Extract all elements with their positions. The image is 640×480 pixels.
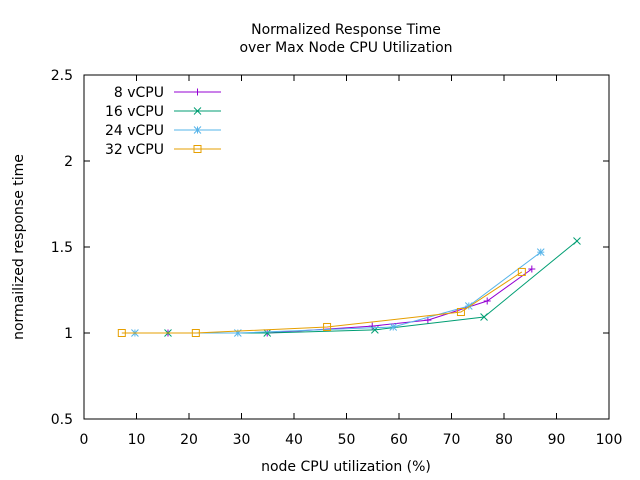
legend-marker (194, 88, 201, 96)
legend: 8 vCPU 16 vCPU 24 vCPU 32 vCPU (105, 85, 221, 158)
chart-subtitle: over Max Node CPU Utilization (239, 40, 452, 56)
series-layer (117, 237, 581, 337)
series-8-vcpu (164, 265, 536, 337)
axis-tick-labels: 0 10 20 30 40 50 60 70 80 90 100 0.5 1 1.5 2 2.5 (51, 68, 623, 448)
y-tick-label: 2 (64, 154, 73, 170)
legend-label: 16 vCPU (105, 104, 164, 120)
legend-marker (193, 145, 202, 153)
data-point (573, 237, 581, 245)
legend-item: 16 vCPU (105, 104, 221, 120)
x-tick-label: 80 (495, 432, 513, 448)
x-tick-label: 10 (128, 432, 146, 448)
x-tick-label: 40 (285, 432, 303, 448)
series-line (134, 251, 542, 334)
legend-item: 8 vCPU (114, 85, 221, 101)
y-axis-label: normailized response time (11, 154, 27, 340)
x-tick-label: 0 (80, 432, 89, 448)
series-24-vcpu (131, 248, 545, 337)
data-point (483, 297, 491, 305)
x-tick-label: 100 (596, 432, 623, 448)
y-tick-label: 1 (64, 326, 73, 342)
x-tick-label: 60 (390, 432, 408, 448)
data-point (323, 322, 332, 331)
data-point (368, 322, 376, 330)
data-point (117, 329, 126, 337)
data-point (456, 308, 465, 317)
legend-marker (193, 126, 202, 134)
series-line (121, 271, 523, 334)
chart-title: Normalized Response Time (251, 22, 441, 38)
data-point (480, 313, 488, 321)
x-tick-label: 90 (548, 432, 566, 448)
x-tick-label: 20 (180, 432, 198, 448)
data-point (389, 323, 398, 331)
legend-item: 32 vCPU (105, 142, 221, 158)
x-tick-label: 70 (443, 432, 461, 448)
x-tick-label: 30 (233, 432, 251, 448)
x-axis-label: node CPU utilization (%) (261, 459, 431, 475)
y-tick-label: 2.5 (51, 68, 73, 84)
data-point (263, 329, 272, 337)
data-point (528, 265, 536, 273)
data-point (536, 248, 545, 257)
series-line (168, 240, 578, 334)
legend-marker (193, 107, 202, 115)
y-tick-label: 1.5 (51, 240, 73, 256)
legend-label: 32 vCPU (105, 142, 164, 158)
data-point (517, 267, 526, 276)
series-32-vcpu (117, 267, 526, 337)
plot-frame (83, 74, 610, 420)
x-tick-label: 50 (338, 432, 356, 448)
legend-label: 24 vCPU (105, 123, 164, 139)
data-point (191, 329, 200, 337)
y-tick-label: 0.5 (51, 412, 73, 428)
legend-label: 8 vCPU (114, 85, 164, 101)
legend-item: 24 vCPU (105, 123, 221, 139)
